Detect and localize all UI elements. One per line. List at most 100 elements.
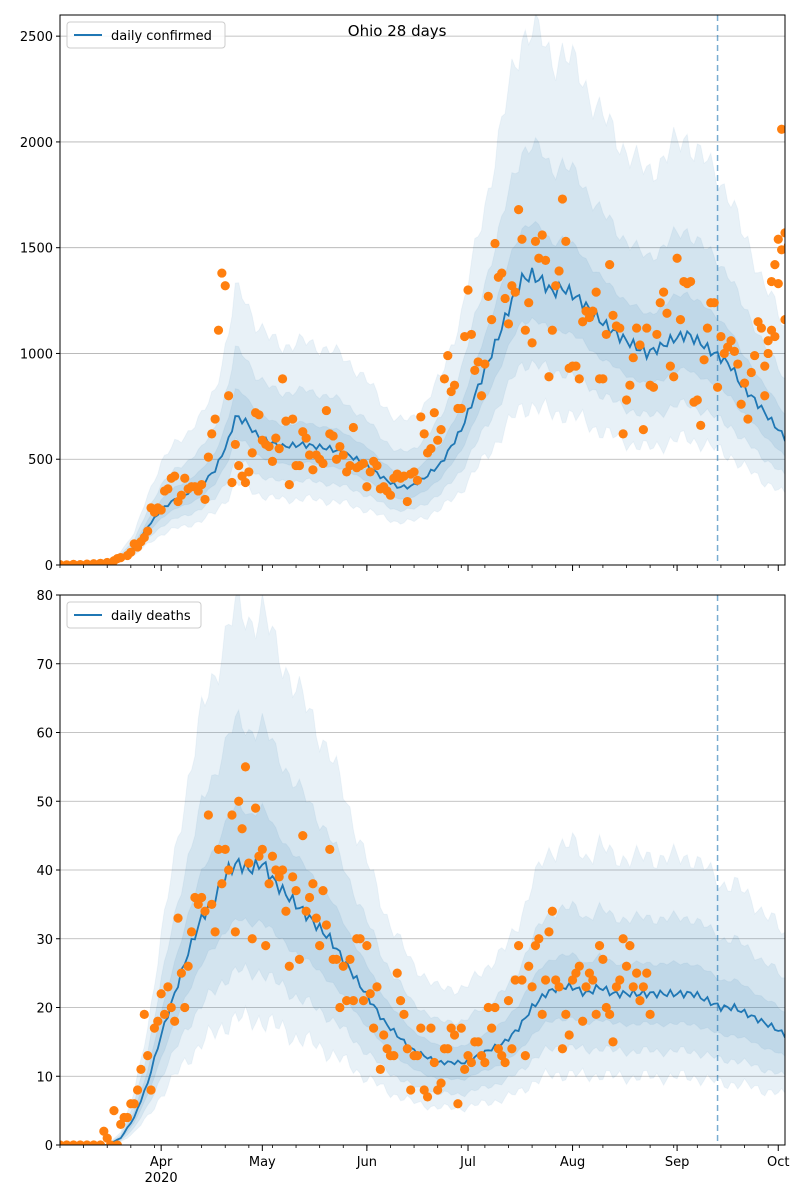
x-tick-label: Oct bbox=[767, 1155, 789, 1170]
data-point bbox=[456, 403, 466, 414]
y-tick-label: 20 bbox=[36, 1002, 53, 1017]
data-point bbox=[490, 238, 500, 249]
data-point bbox=[476, 1051, 487, 1061]
data-point bbox=[463, 285, 473, 295]
data-point bbox=[672, 253, 682, 263]
data-point bbox=[473, 1037, 483, 1047]
data-point bbox=[335, 441, 345, 452]
data-point bbox=[554, 266, 564, 276]
data-point bbox=[264, 441, 274, 452]
legend-label: daily confirmed bbox=[111, 29, 212, 44]
data-point bbox=[554, 982, 564, 992]
data-point bbox=[412, 1051, 423, 1061]
data-point bbox=[537, 1009, 547, 1019]
data-point bbox=[605, 260, 615, 270]
data-point bbox=[389, 1051, 399, 1061]
data-point bbox=[618, 934, 628, 944]
data-point bbox=[422, 1092, 433, 1102]
y-tick-label: 80 bbox=[36, 589, 53, 604]
data-point bbox=[109, 1106, 119, 1116]
data-point bbox=[557, 1044, 568, 1054]
data-point bbox=[331, 954, 342, 964]
data-point bbox=[460, 1064, 470, 1074]
data-point bbox=[156, 989, 166, 999]
y-tick-label: 10 bbox=[36, 1070, 53, 1085]
data-point bbox=[466, 1057, 476, 1068]
plot-area bbox=[60, 595, 785, 1145]
data-point bbox=[426, 444, 436, 454]
data-point bbox=[514, 941, 524, 951]
data-point bbox=[146, 1085, 156, 1095]
data-point bbox=[449, 1030, 460, 1040]
data-point bbox=[217, 268, 227, 278]
data-point bbox=[436, 425, 446, 435]
data-point bbox=[102, 1133, 112, 1143]
data-point bbox=[207, 429, 217, 439]
data-point bbox=[288, 872, 298, 882]
data-point bbox=[729, 346, 740, 356]
data-point bbox=[200, 906, 210, 916]
data-point bbox=[311, 913, 321, 923]
data-point bbox=[294, 460, 305, 471]
data-point bbox=[625, 380, 635, 390]
data-point bbox=[530, 941, 541, 951]
data-point bbox=[709, 298, 719, 308]
data-point bbox=[284, 961, 294, 971]
legend: daily deaths bbox=[66, 601, 202, 629]
data-point bbox=[267, 851, 278, 861]
data-point bbox=[156, 505, 166, 515]
data-point bbox=[581, 982, 591, 992]
data-point bbox=[213, 844, 224, 854]
data-point bbox=[406, 1085, 416, 1095]
data-point bbox=[180, 1002, 190, 1013]
data-point bbox=[342, 996, 352, 1006]
data-point bbox=[234, 796, 244, 806]
data-point bbox=[621, 395, 632, 405]
data-point bbox=[318, 458, 328, 469]
data-point bbox=[652, 329, 662, 340]
data-point bbox=[375, 1064, 385, 1074]
data-point bbox=[412, 475, 423, 485]
data-point bbox=[217, 879, 227, 889]
data-point bbox=[163, 982, 173, 992]
x-tick-label: Aug bbox=[560, 1155, 585, 1170]
data-point bbox=[628, 353, 638, 363]
data-point bbox=[331, 454, 342, 464]
data-point bbox=[598, 954, 608, 964]
data-point bbox=[139, 1009, 149, 1019]
data-point bbox=[308, 879, 318, 889]
data-point bbox=[544, 372, 554, 382]
deaths-panel: 0 10 20 30 40 50 60 70 80 Apr May Jun Jul Aug Sep Oct 20… bbox=[36, 589, 789, 1186]
data-point bbox=[716, 331, 726, 342]
data-point bbox=[416, 412, 426, 422]
data-point bbox=[487, 315, 497, 325]
data-point bbox=[476, 391, 487, 401]
data-point bbox=[635, 340, 645, 350]
data-point bbox=[224, 865, 234, 875]
data-point bbox=[338, 961, 348, 971]
data-point bbox=[493, 1044, 503, 1054]
data-point bbox=[291, 886, 301, 896]
y-tick-label: 0 bbox=[45, 559, 53, 574]
data-point bbox=[527, 338, 537, 348]
legend-box bbox=[66, 21, 226, 49]
data-point bbox=[183, 961, 193, 971]
data-point bbox=[244, 467, 254, 477]
data-point bbox=[112, 1140, 122, 1145]
data-point bbox=[500, 293, 510, 304]
data-point bbox=[197, 480, 207, 490]
data-point bbox=[277, 865, 288, 875]
data-point bbox=[527, 982, 537, 992]
data-point bbox=[534, 934, 544, 944]
data-point bbox=[524, 298, 534, 308]
data-point bbox=[780, 228, 785, 238]
data-point bbox=[588, 975, 598, 985]
data-point bbox=[395, 996, 406, 1006]
y-tick-label: 40 bbox=[36, 864, 53, 879]
data-point bbox=[736, 399, 746, 409]
data-point bbox=[780, 315, 785, 325]
data-point bbox=[503, 319, 514, 329]
data-point bbox=[318, 886, 328, 896]
y-tick-label: 500 bbox=[28, 453, 53, 468]
data-point bbox=[436, 1078, 446, 1088]
